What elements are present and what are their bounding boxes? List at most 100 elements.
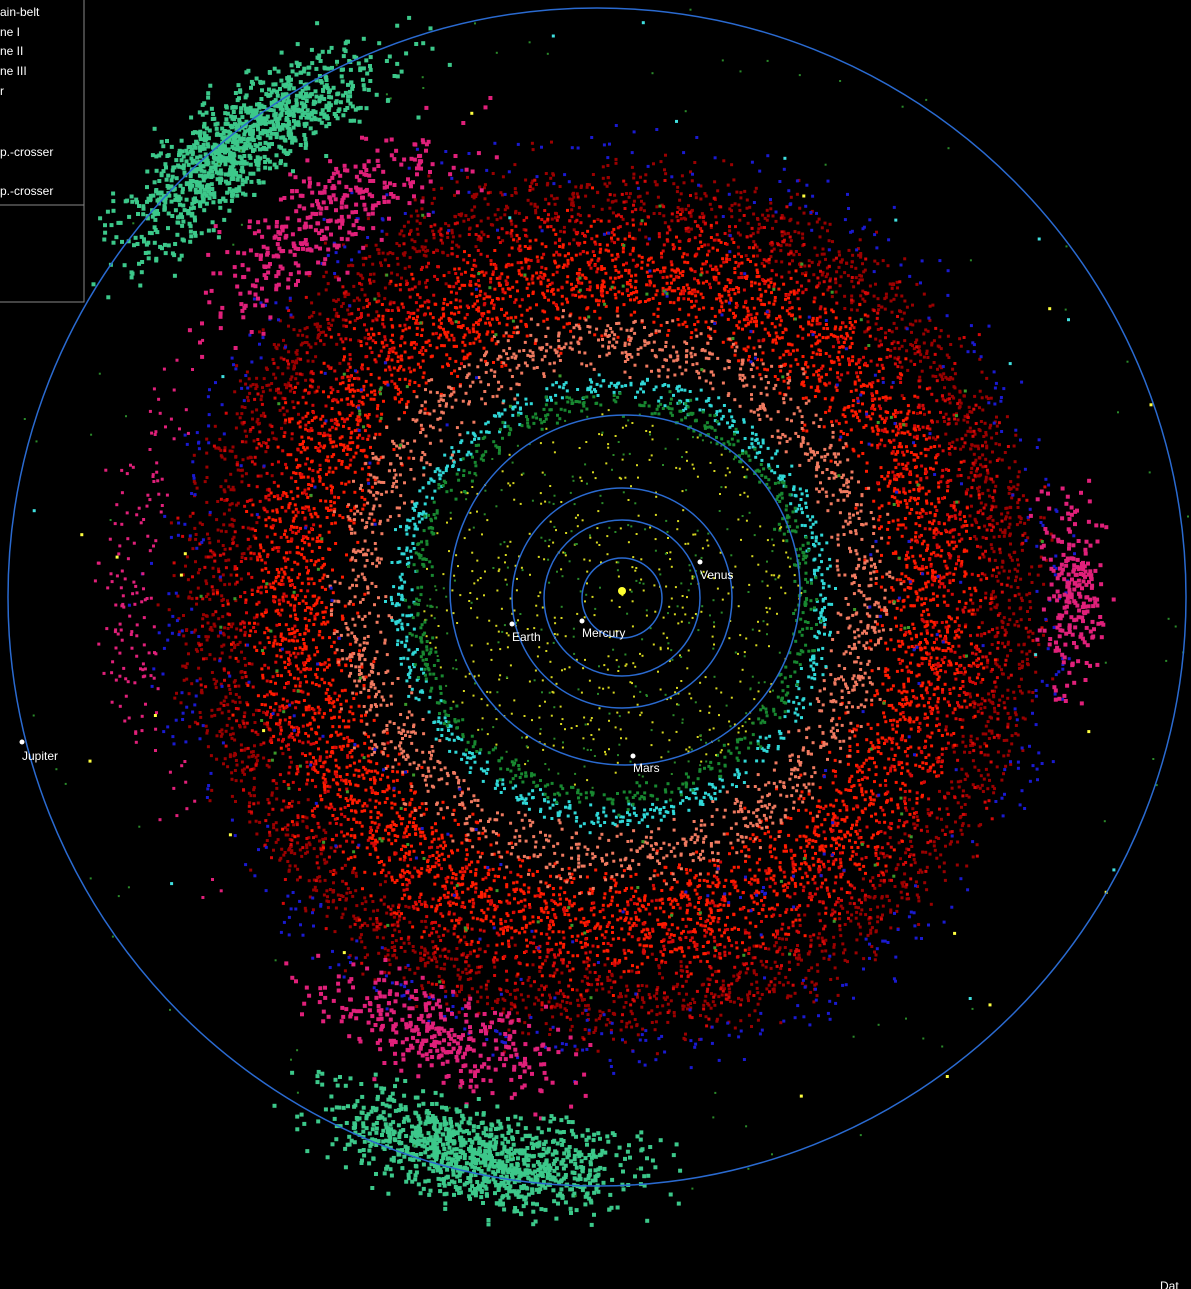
asteroid-dot <box>788 376 791 380</box>
asteroid-dot <box>990 574 994 578</box>
asteroid-dot <box>694 196 698 200</box>
asteroid-dot <box>205 582 209 586</box>
asteroid-dot <box>569 329 573 333</box>
asteroid-dot <box>539 271 543 275</box>
asteroid-dot <box>460 883 464 887</box>
asteroid-dot <box>908 322 912 326</box>
asteroid-dot <box>960 805 963 809</box>
asteroid-dot <box>961 718 965 722</box>
asteroid-dot <box>854 266 858 270</box>
asteroid-dot <box>1006 722 1010 726</box>
asteroid-dot <box>312 847 316 851</box>
asteroid-dot <box>544 901 548 905</box>
asteroid-dot <box>600 207 604 211</box>
asteroid-dot <box>864 758 868 762</box>
asteroid-dot <box>800 981 804 985</box>
asteroid-dot <box>259 474 263 478</box>
asteroid-dot <box>410 272 414 276</box>
asteroid-dot <box>619 992 622 996</box>
asteroid-dot <box>467 306 470 310</box>
asteroid-dot <box>593 926 597 930</box>
asteroid-dot <box>810 980 814 984</box>
asteroid-dot <box>894 458 898 462</box>
asteroid-dot <box>307 841 311 845</box>
asteroid-dot <box>958 539 962 543</box>
asteroid-dot <box>301 333 305 337</box>
asteroid-dot <box>279 583 283 586</box>
asteroid-dot <box>827 957 831 961</box>
asteroid-dot <box>945 353 949 357</box>
asteroid-dot <box>424 925 428 929</box>
asteroid-dot <box>689 227 693 231</box>
asteroid-dot <box>214 686 218 690</box>
asteroid-dot <box>545 905 549 909</box>
asteroid-dot <box>541 309 545 313</box>
asteroid-dot <box>997 457 1001 461</box>
asteroid-dot <box>363 896 367 900</box>
asteroid-dot <box>1018 666 1021 670</box>
asteroid-dot <box>755 944 759 948</box>
asteroid-dot <box>359 449 363 452</box>
asteroid-dot <box>539 282 543 286</box>
asteroid-dot <box>881 913 884 917</box>
asteroid-dot <box>755 366 759 370</box>
asteroid-dot <box>265 368 269 371</box>
asteroid-dot <box>1006 623 1010 626</box>
asteroid-dot <box>367 413 371 416</box>
asteroid-dot <box>719 908 723 912</box>
asteroid-dot <box>682 252 686 256</box>
asteroid-dot <box>383 970 387 974</box>
asteroid-dot <box>1009 649 1013 652</box>
asteroid-dot <box>274 821 278 825</box>
asteroid-dot <box>845 261 849 265</box>
asteroid-dot <box>277 391 281 395</box>
asteroid-dot <box>747 355 751 358</box>
asteroid-dot <box>608 1021 612 1025</box>
asteroid-dot <box>559 886 563 890</box>
asteroid-dot <box>276 484 280 488</box>
asteroid-dot <box>374 243 378 247</box>
asteroid-dot <box>202 613 205 617</box>
asteroid-dot <box>596 945 600 949</box>
asteroid-dot <box>178 630 182 634</box>
asteroid-dot <box>900 703 904 706</box>
asteroid-dot <box>924 657 928 660</box>
asteroid-dot <box>426 249 430 253</box>
asteroid-dot <box>662 910 666 914</box>
asteroid-dot <box>748 336 752 340</box>
asteroid-dot <box>413 950 417 954</box>
asteroid-dot <box>818 260 822 264</box>
asteroid-dot <box>318 324 322 328</box>
asteroid-dot <box>297 727 300 731</box>
asteroid-dot <box>459 985 463 989</box>
asteroid-dot <box>870 703 874 707</box>
asteroid-dot <box>791 259 794 263</box>
asteroid-dot <box>354 871 358 875</box>
asteroid-dot <box>205 465 209 469</box>
asteroid-dot <box>254 819 258 823</box>
asteroid-dot <box>992 791 996 795</box>
asteroid-dot <box>772 247 776 251</box>
asteroid-dot <box>1026 610 1029 613</box>
asteroid-dot <box>951 367 955 371</box>
asteroid-dot <box>984 431 988 434</box>
asteroid-dot <box>1003 528 1007 532</box>
asteroid-dot <box>921 850 925 854</box>
asteroid-dot <box>432 955 436 959</box>
asteroid-dot <box>317 684 321 688</box>
asteroid-dot <box>519 261 523 265</box>
asteroid-dot <box>271 358 275 361</box>
asteroid-dot <box>348 891 352 894</box>
asteroid-dot <box>921 681 925 685</box>
asteroid-dot <box>782 983 785 987</box>
asteroid-dot <box>661 292 665 296</box>
asteroid-dot <box>981 790 985 793</box>
asteroid-dot <box>209 626 213 629</box>
asteroid-dot <box>331 725 335 729</box>
asteroid-dot <box>766 214 770 218</box>
asteroid-dot <box>361 256 365 260</box>
asteroid-dot <box>985 446 989 450</box>
asteroid-dot <box>233 643 237 647</box>
